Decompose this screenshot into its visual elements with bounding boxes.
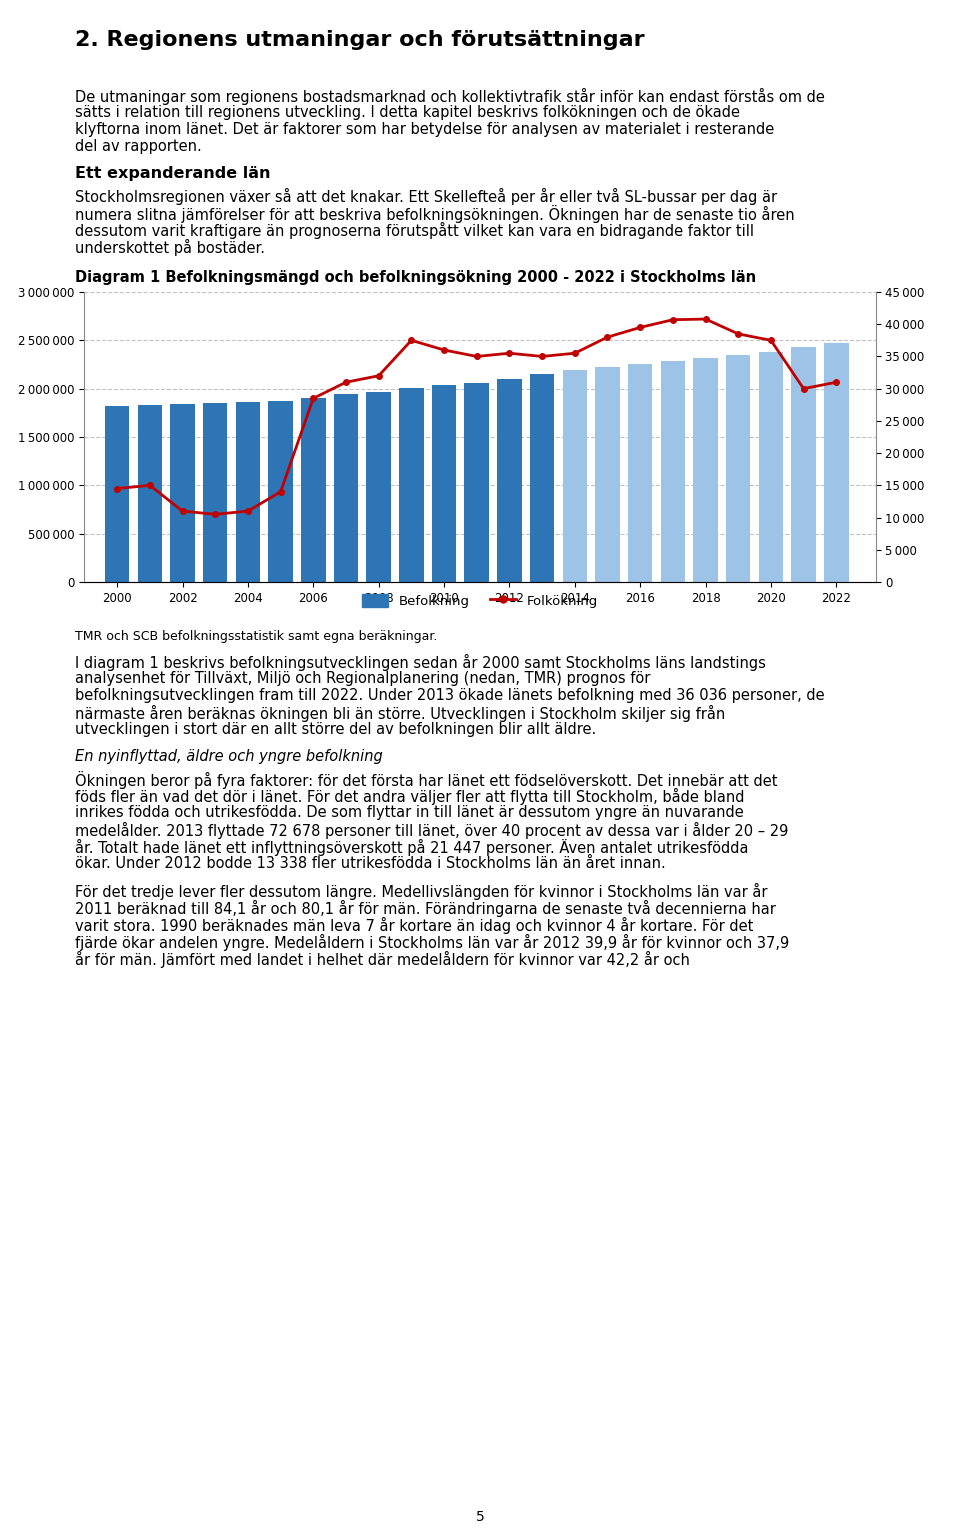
Text: utvecklingen i stort där en allt större del av befolkningen blir allt äldre.: utvecklingen i stort där en allt större …: [75, 722, 596, 738]
Text: befolkningsutvecklingen fram till 2022. Under 2013 ökade länets befolkning med 3: befolkningsutvecklingen fram till 2022. …: [75, 689, 825, 702]
Text: sätts i relation till regionens utveckling. I detta kapitel beskrivs folkökninge: sätts i relation till regionens utveckli…: [75, 105, 740, 120]
Bar: [465, 383, 489, 583]
Text: analysenhet för Tillväxt, Miljö och Regionalplanering (nedan, TMR) prognos för: analysenhet för Tillväxt, Miljö och Regi…: [75, 672, 650, 686]
Bar: [334, 395, 358, 583]
Bar: [170, 404, 195, 583]
Bar: [693, 358, 718, 583]
Bar: [497, 378, 521, 583]
Text: närmaste åren beräknas ökningen bli än större. Utvecklingen i Stockholm skiljer : närmaste åren beräknas ökningen bli än s…: [75, 705, 725, 722]
Bar: [367, 392, 391, 583]
Text: 2011 beräknad till 84,1 år och 80,1 år för män. Förändringarna de senaste två de: 2011 beräknad till 84,1 år och 80,1 år f…: [75, 901, 776, 918]
Text: Stockholmsregionen växer så att det knakar. Ett Skellefteå per år eller två SL-b: Stockholmsregionen växer så att det knak…: [75, 188, 777, 204]
Text: varit stora. 1990 beräknades män leva 7 år kortare än idag och kvinnor 4 år kort: varit stora. 1990 beräknades män leva 7 …: [75, 918, 754, 934]
Bar: [726, 355, 751, 583]
Text: år för män. Jämfört med landet i helhet där medelåldern för kvinnor var 42,2 år : år för män. Jämfört med landet i helhet …: [75, 951, 689, 968]
Text: De utmaningar som regionens bostadsmarknad och kollektivtrafik står inför kan en: De utmaningar som regionens bostadsmarkn…: [75, 88, 825, 105]
Text: ökar. Under 2012 bodde 13 338 fler utrikesfödda i Stockholms län än året innan.: ökar. Under 2012 bodde 13 338 fler utrik…: [75, 856, 665, 871]
Text: klyftorna inom länet. Det är faktorer som har betydelse för analysen av material: klyftorna inom länet. Det är faktorer so…: [75, 121, 774, 137]
Bar: [105, 406, 130, 583]
Bar: [399, 387, 423, 583]
Text: år. Totalt hade länet ett inflyttningsöverskott på 21 447 personer. Även antalet: år. Totalt hade länet ett inflyttningsöv…: [75, 839, 749, 856]
Bar: [595, 367, 620, 583]
Text: numera slitna jämförelser för att beskriva befolkningsökningen. Ökningen har de : numera slitna jämförelser för att beskri…: [75, 204, 795, 223]
Text: 5: 5: [475, 1509, 485, 1525]
Text: Diagram 1 Befolkningsmängd och befolkningsökning 2000 - 2022 i Stockholms län: Diagram 1 Befolkningsmängd och befolknin…: [75, 271, 756, 284]
Text: Ökningen beror på fyra faktorer: för det första har länet ett födselöverskott. D: Ökningen beror på fyra faktorer: för det…: [75, 772, 778, 788]
Bar: [432, 384, 456, 583]
Bar: [203, 403, 228, 583]
Text: 2. Regionens utmaningar och förutsättningar: 2. Regionens utmaningar och förutsättnin…: [75, 31, 644, 51]
Bar: [301, 398, 325, 583]
Text: dessutom varit kraftigare än prognoserna förutspått vilket kan vara en bidragand: dessutom varit kraftigare än prognoserna…: [75, 221, 754, 240]
Bar: [137, 404, 162, 583]
Text: I diagram 1 beskrivs befolkningsutvecklingen sedan år 2000 samt Stockholms läns : I diagram 1 beskrivs befolkningsutveckli…: [75, 655, 766, 672]
Text: För det tredje lever fler dessutom längre. Medellivslängden för kvinnor i Stockh: För det tredje lever fler dessutom längr…: [75, 882, 767, 901]
Text: medelålder. 2013 flyttade 72 678 personer till länet, över 40 procent av dessa v: medelålder. 2013 flyttade 72 678 persone…: [75, 822, 788, 839]
Bar: [758, 352, 783, 583]
Legend: Befolkning, Folkökning: Befolkning, Folkökning: [357, 589, 603, 613]
Text: fjärde ökar andelen yngre. Medelåldern i Stockholms län var år 2012 39,9 år för : fjärde ökar andelen yngre. Medelåldern i…: [75, 934, 789, 951]
Bar: [563, 370, 588, 583]
Text: En nyinflyttad, äldre och yngre befolkning: En nyinflyttad, äldre och yngre befolkni…: [75, 749, 383, 764]
Bar: [628, 364, 653, 583]
Bar: [791, 347, 816, 583]
Text: föds fler än vad det dör i länet. För det andra väljer fler att flytta till Stoc: föds fler än vad det dör i länet. För de…: [75, 788, 744, 805]
Text: del av rapporten.: del av rapporten.: [75, 138, 202, 154]
Text: underskottet på bostäder.: underskottet på bostäder.: [75, 238, 265, 257]
Bar: [530, 373, 554, 583]
Text: inrikes födda och utrikesfödda. De som flyttar in till länet är dessutom yngre ä: inrikes födda och utrikesfödda. De som f…: [75, 805, 744, 821]
Bar: [269, 401, 293, 583]
Text: Ett expanderande län: Ett expanderande län: [75, 166, 271, 181]
Bar: [660, 361, 685, 583]
Bar: [824, 343, 849, 583]
Bar: [235, 403, 260, 583]
Text: TMR och SCB befolkningsstatistik samt egna beräkningar.: TMR och SCB befolkningsstatistik samt eg…: [75, 630, 437, 642]
